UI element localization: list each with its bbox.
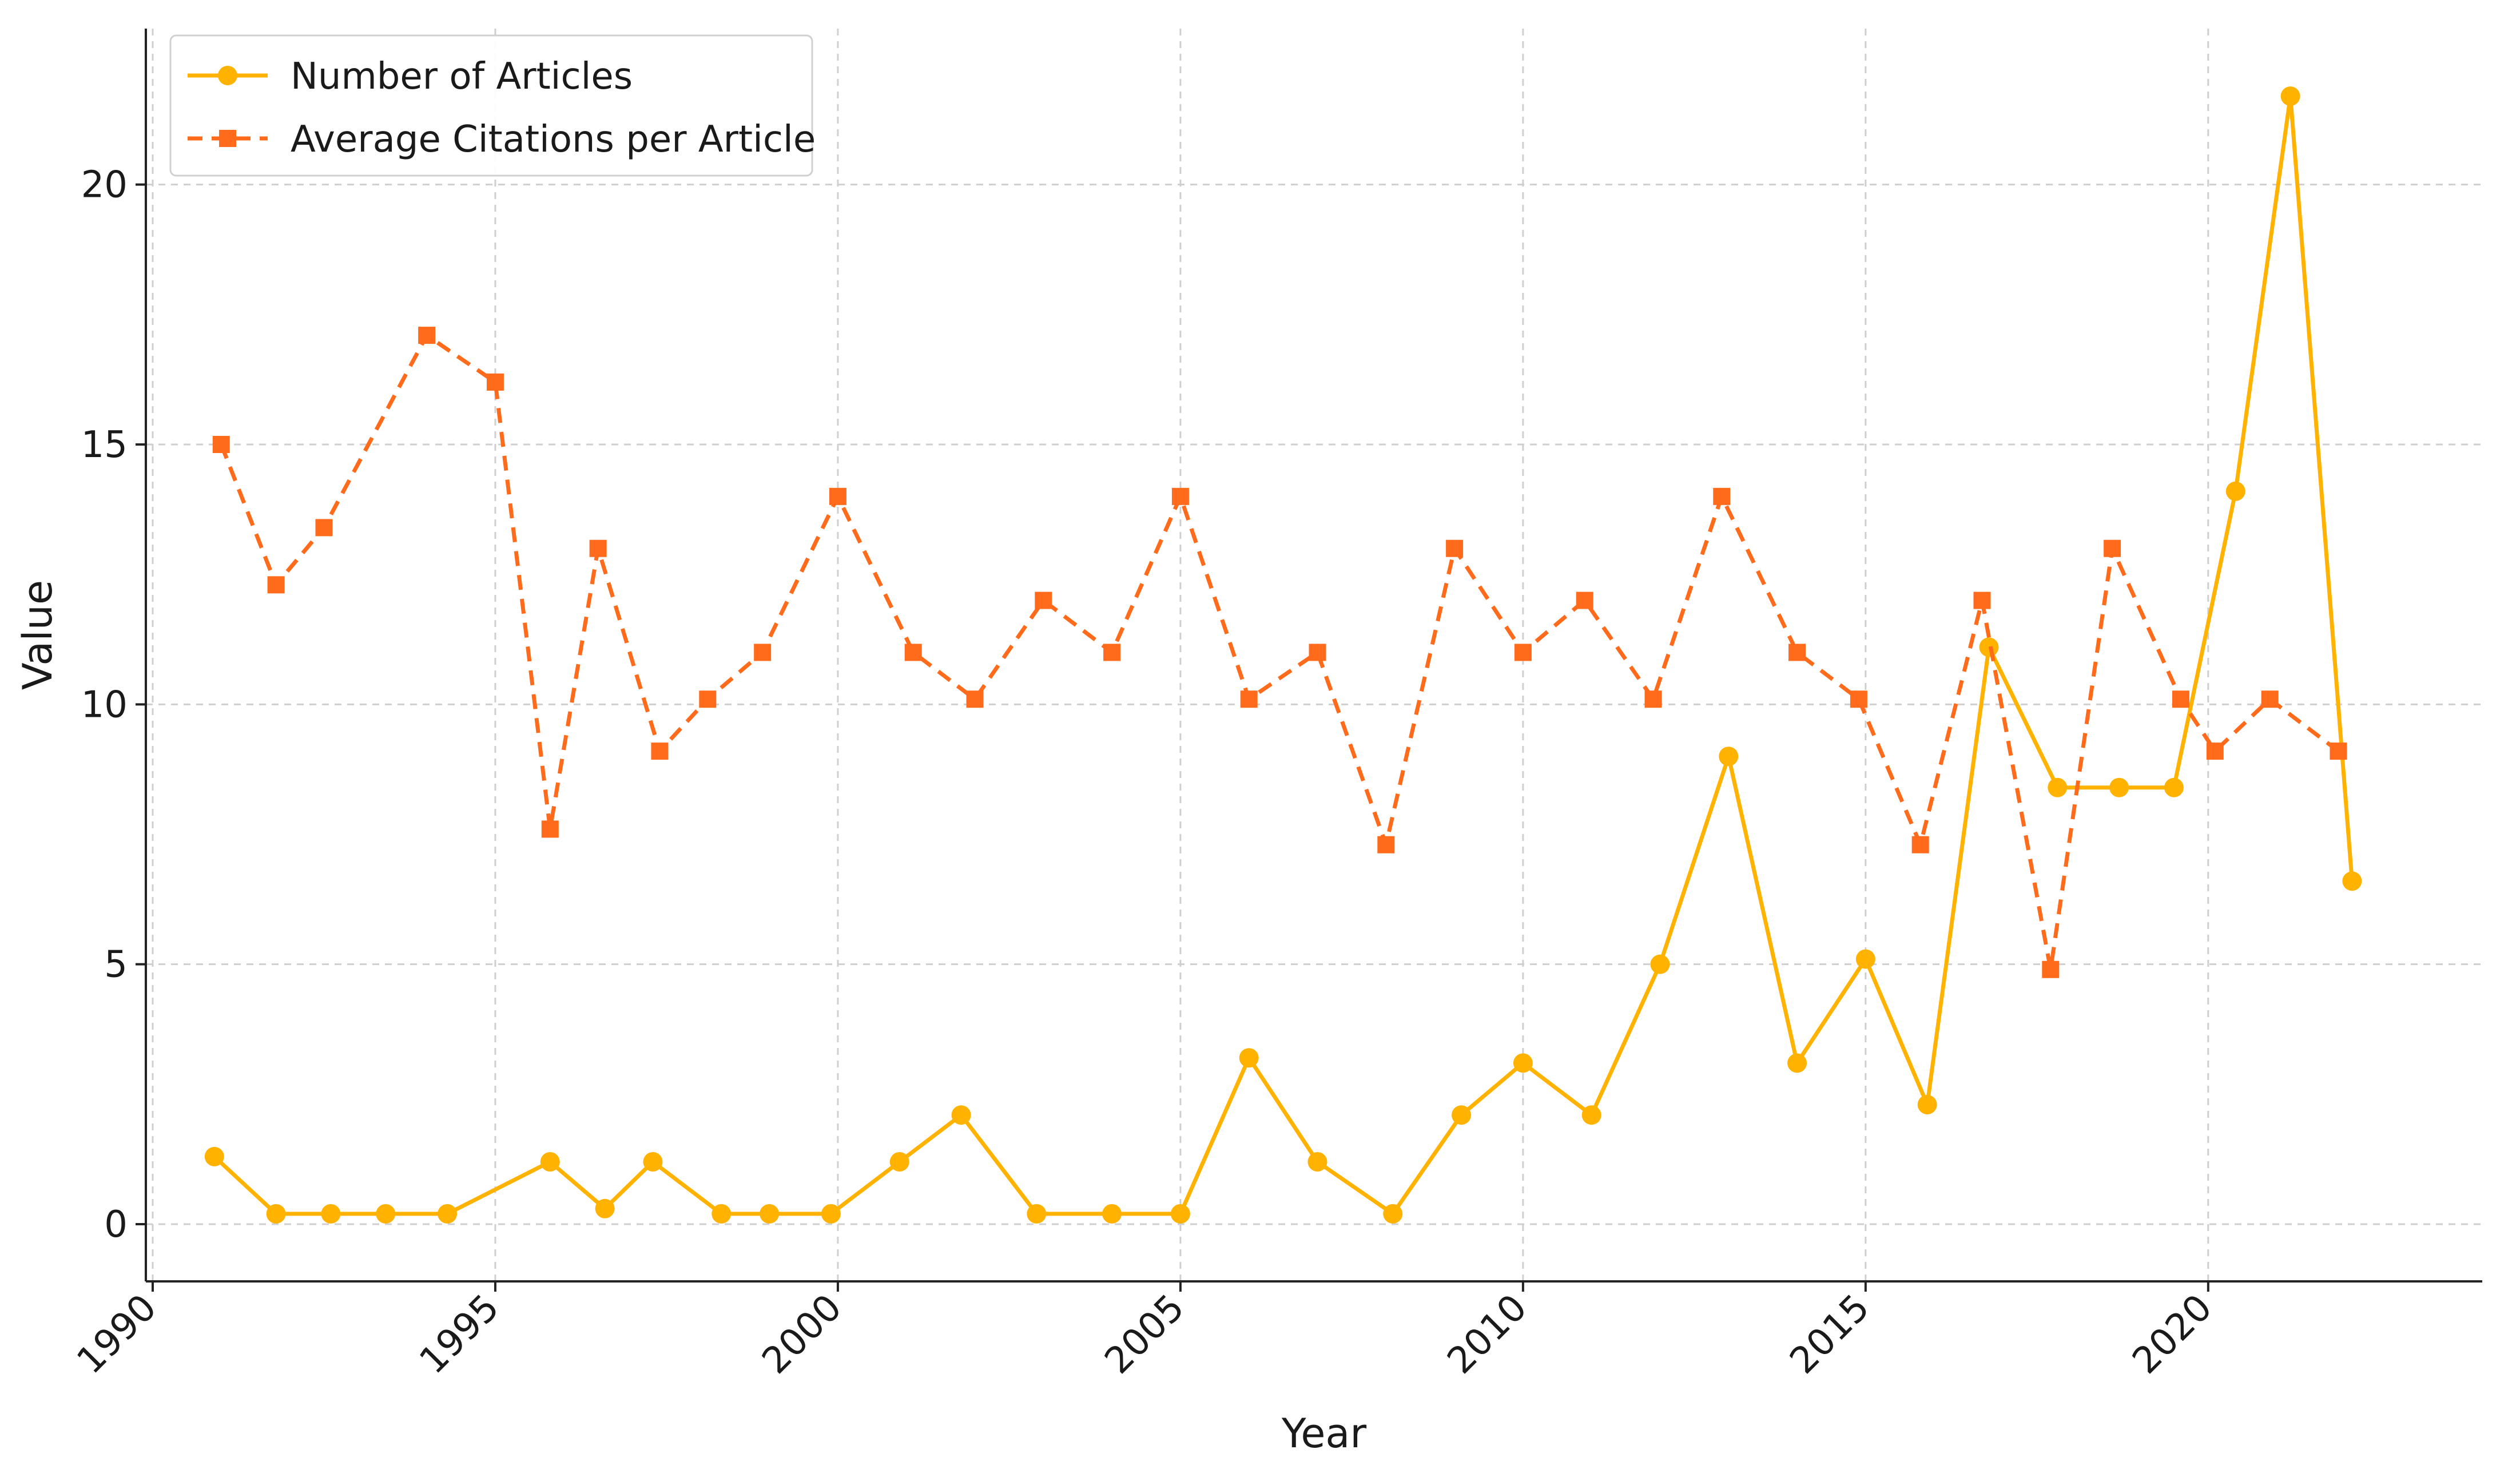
y-tick-label: 0	[104, 1204, 128, 1246]
data-point	[1917, 1095, 1937, 1115]
data-point	[2225, 481, 2245, 501]
data-point	[1102, 1204, 1122, 1224]
data-point	[540, 1152, 560, 1172]
data-point	[589, 539, 607, 557]
legend: Number of Articles Average Citations per …	[169, 34, 816, 177]
data-point	[1240, 690, 1258, 708]
data-point	[2109, 777, 2129, 797]
data-point	[315, 519, 333, 537]
x-tick-label: 2020	[2125, 1287, 2220, 1382]
data-point	[643, 1152, 663, 1172]
data-point	[2330, 743, 2347, 760]
data-point	[1850, 690, 1867, 708]
data-point	[1514, 644, 1532, 661]
data-point	[1581, 1105, 1601, 1125]
data-point	[2206, 743, 2224, 760]
data-point	[1171, 487, 1189, 505]
data-point	[889, 1152, 909, 1172]
data-point	[2164, 777, 2184, 797]
data-point	[1787, 1053, 1807, 1073]
data-point	[438, 1204, 458, 1224]
data-point	[904, 644, 922, 661]
data-point	[1377, 836, 1395, 853]
legend-item-1: Number of Articles	[188, 55, 633, 98]
data-point	[1513, 1053, 1533, 1073]
legend-marker	[219, 130, 236, 147]
data-point	[1576, 591, 1593, 609]
data-point	[595, 1198, 615, 1218]
data-point	[267, 576, 285, 594]
data-point	[821, 1204, 841, 1224]
data-point	[754, 644, 772, 661]
data-point	[321, 1204, 341, 1224]
data-point	[2042, 960, 2060, 978]
data-point	[266, 1204, 286, 1224]
data-point	[1103, 644, 1121, 661]
data-point	[1170, 1204, 1190, 1224]
data-point	[2104, 539, 2121, 557]
data-point	[2280, 86, 2300, 106]
data-point	[1309, 644, 1326, 661]
data-point	[418, 327, 436, 344]
x-tick-label: 1990	[69, 1287, 165, 1382]
data-point	[966, 690, 984, 708]
y-axis-title: Value	[14, 580, 61, 690]
data-point	[1973, 591, 1991, 609]
data-point	[1035, 591, 1052, 609]
data-point	[204, 1146, 224, 1166]
data-point	[212, 435, 230, 453]
legend-label: Number of Articles	[291, 55, 633, 98]
data-point	[1307, 1152, 1327, 1172]
data-point	[2172, 690, 2189, 708]
data-point	[951, 1105, 971, 1125]
y-tick-label: 10	[81, 684, 128, 726]
data-point	[699, 690, 717, 708]
data-point	[1446, 539, 1464, 557]
y-tick-label: 5	[104, 944, 128, 986]
data-point	[1644, 690, 1662, 708]
data-point	[541, 820, 559, 838]
tick-labels-layer: 1990 1995 2000 2005 2010 2015 2020 0 5 10 15 20	[69, 164, 2220, 1383]
data-point	[1713, 487, 1731, 505]
y-tick-label: 15	[81, 424, 128, 466]
data-point	[2048, 777, 2068, 797]
legend-marker	[218, 66, 237, 85]
legend-box	[169, 34, 813, 177]
data-point	[1788, 644, 1806, 661]
x-tick-label: 2005	[1097, 1287, 1193, 1382]
data-point	[712, 1204, 732, 1224]
data-point	[829, 487, 846, 505]
data-point	[1239, 1048, 1259, 1068]
data-point	[760, 1204, 780, 1224]
x-tick-label: 2015	[1782, 1287, 1878, 1382]
x-tick-label: 2010	[1440, 1287, 1535, 1382]
data-point	[1027, 1204, 1047, 1224]
series-line	[213, 94, 2354, 1216]
legend-item-2: Average Citations per Article	[188, 118, 816, 161]
y-tick-label: 20	[81, 164, 128, 207]
x-axis-title: Year	[1281, 1410, 1366, 1457]
data-point	[2342, 871, 2362, 891]
x-tick-label: 1995	[412, 1287, 507, 1382]
data-point	[1452, 1105, 1472, 1125]
data-point	[1855, 949, 1875, 969]
data-point	[2261, 690, 2279, 708]
data-point	[1383, 1204, 1403, 1224]
data-point	[486, 373, 504, 391]
series-layer	[204, 86, 2362, 1224]
data-point	[376, 1204, 396, 1224]
data-point	[1911, 836, 1929, 853]
series-line	[219, 333, 2340, 972]
x-tick-label: 2000	[754, 1287, 850, 1382]
data-point	[1719, 747, 1739, 767]
legend-label: Average Citations per Article	[291, 118, 816, 161]
data-point	[1650, 954, 1670, 974]
axes-layer	[136, 29, 2482, 1292]
series-2	[212, 327, 2347, 978]
data-point	[651, 743, 669, 760]
